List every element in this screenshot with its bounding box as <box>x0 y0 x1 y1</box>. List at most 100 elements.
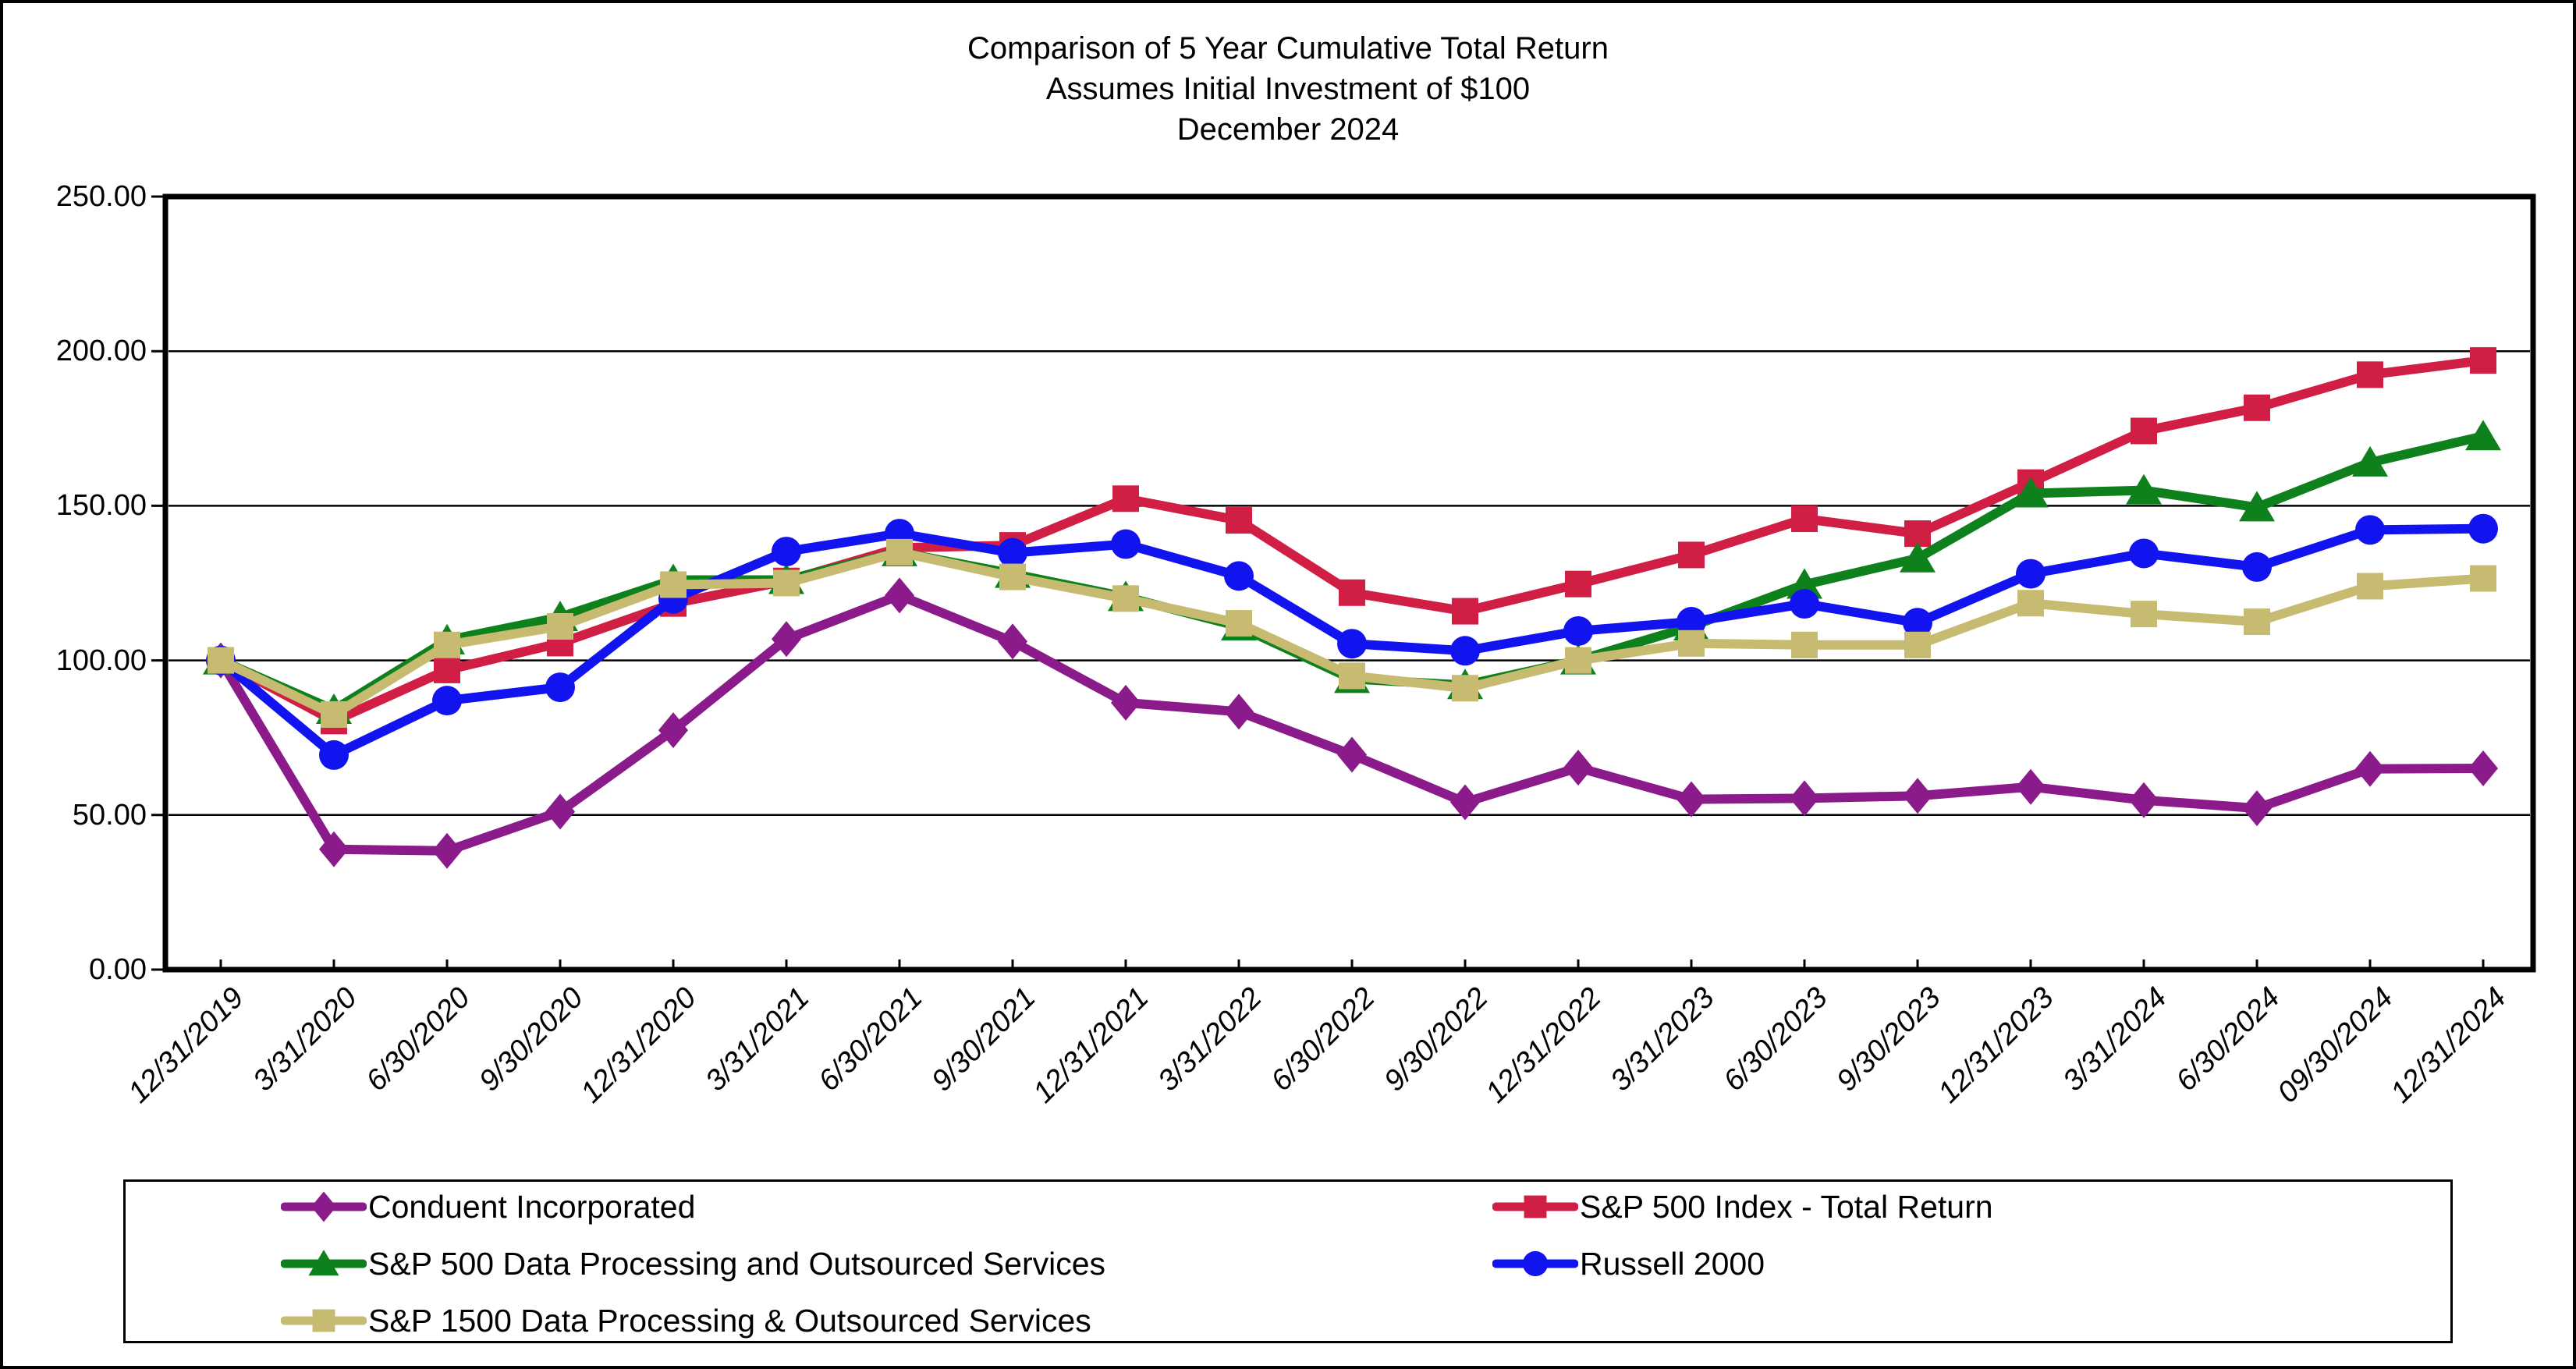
series-marker-s-p-500-index-total-return-20 <box>2470 347 2496 374</box>
series-marker-conduent-incorporated-10 <box>1337 736 1367 773</box>
series-marker-conduent-incorporated-6 <box>885 577 914 614</box>
series-marker-conduent-incorporated-1 <box>319 831 349 867</box>
legend-marker-russell-2000 <box>1492 1250 1578 1277</box>
series-marker-russell-2000-1 <box>319 739 349 770</box>
series-marker-russell-2000-9 <box>1224 561 1254 591</box>
series-marker-s-p-1500-data-processing-outsourced-services-0 <box>208 647 234 674</box>
series-marker-s-p-500-index-total-return-14 <box>1791 505 1818 533</box>
series-marker-s-p-500-index-total-return-10 <box>1339 579 1365 606</box>
series-marker-conduent-incorporated-15 <box>1903 778 1932 814</box>
series-marker-russell-2000-5 <box>772 537 801 567</box>
series-s-p-1500-data-processing-outsourced-services <box>208 538 2496 728</box>
series-marker-conduent-incorporated-5 <box>772 621 801 658</box>
series-marker-s-p-500-index-total-return-13 <box>1678 541 1705 569</box>
chart-title-line2: Assumes Initial Investment of $100 <box>1045 72 1531 106</box>
series-marker-s-p-1500-data-processing-outsourced-services-14 <box>1791 631 1818 658</box>
series-marker-s-p-500-data-processing-and-outsourced-services-14 <box>1787 568 1822 599</box>
series-marker-conduent-incorporated-9 <box>1224 693 1254 730</box>
legend-item-s-p-500-index-total-return: S&P 500 Index - Total Return <box>1492 1183 1993 1230</box>
series-marker-russell-2000-15 <box>1903 608 1932 638</box>
legend-marker-s-p-500-data-processing-and-outsourced-services <box>281 1250 367 1276</box>
series-marker-conduent-incorporated-4 <box>658 712 688 749</box>
series-marker-conduent-incorporated-18 <box>2242 790 2272 827</box>
legend-label-s-p-500-index-total-return: S&P 500 Index - Total Return <box>1580 1188 1993 1225</box>
chart-title-line3: December 2024 <box>1176 112 1400 147</box>
series-marker-s-p-500-data-processing-and-outsourced-services-20 <box>2465 420 2501 451</box>
legend: Conduent Incorporated S&P 500 Index - Tot… <box>123 1179 2453 1343</box>
series-marker-s-p-1500-data-processing-outsourced-services-6 <box>886 538 913 566</box>
series-marker-conduent-incorporated-13 <box>1677 781 1706 817</box>
legend-item-s-p-1500-data-processing-outsourced-services: S&P 1500 Data Processing & Outsourced Se… <box>281 1297 1091 1344</box>
legend-marker-conduent-incorporated <box>281 1191 367 1222</box>
series-marker-s-p-1500-data-processing-outsourced-services-17 <box>2131 601 2157 628</box>
series-marker-s-p-500-data-processing-and-outsourced-services-17 <box>2126 473 2162 505</box>
legend-item-s-p-500-data-processing-and-outsourced-services: S&P 500 Data Processing and Outsourced S… <box>281 1240 1105 1287</box>
series-marker-s-p-1500-data-processing-outsourced-services-11 <box>1452 675 1478 702</box>
series-marker-s-p-1500-data-processing-outsourced-services-13 <box>1678 630 1705 657</box>
y-axis-label-100.00: 100.00 <box>55 644 147 677</box>
series-marker-russell-2000-3 <box>545 672 575 703</box>
series-marker-s-p-1500-data-processing-outsourced-services-12 <box>1565 647 1591 674</box>
y-axis-label-0.00: 0.00 <box>89 953 147 986</box>
series-marker-conduent-incorporated-7 <box>998 623 1027 660</box>
series-marker-s-p-1500-data-processing-outsourced-services-9 <box>1226 610 1252 637</box>
series-marker-s-p-1500-data-processing-outsourced-services-7 <box>999 563 1026 591</box>
series-marker-conduent-incorporated-20 <box>2468 750 2498 786</box>
series-marker-conduent-incorporated-14 <box>1790 780 1819 817</box>
legend-label-russell-2000: Russell 2000 <box>1580 1245 1765 1282</box>
series-marker-russell-2000-10 <box>1337 629 1367 659</box>
y-axis-label-200.00: 200.00 <box>55 335 147 368</box>
series-marker-russell-2000-13 <box>1677 607 1706 637</box>
series-marker-russell-2000-11 <box>1450 636 1480 666</box>
legend-glyph-russell-2000 <box>1522 1250 1549 1277</box>
series-marker-s-p-1500-data-processing-outsourced-services-5 <box>773 569 800 597</box>
series-marker-conduent-incorporated-11 <box>1450 784 1480 821</box>
legend-label-s-p-1500-data-processing-outsourced-services: S&P 1500 Data Processing & Outsourced Se… <box>368 1302 1091 1339</box>
legend-item-russell-2000: Russell 2000 <box>1492 1240 1765 1287</box>
series-marker-s-p-500-index-total-return-11 <box>1452 598 1478 625</box>
legend-glyph-s-p-500-data-processing-and-outsourced-services <box>308 1250 339 1276</box>
series-marker-s-p-500-index-total-return-18 <box>2244 394 2270 421</box>
series-marker-s-p-1500-data-processing-outsourced-services-18 <box>2244 608 2270 636</box>
y-axis-label-150.00: 150.00 <box>55 489 147 523</box>
series-marker-conduent-incorporated-8 <box>1111 684 1141 721</box>
plot-border <box>162 193 2536 973</box>
series-marker-s-p-1500-data-processing-outsourced-services-4 <box>660 571 687 598</box>
series-marker-s-p-500-index-total-return-2 <box>434 656 460 683</box>
series-marker-conduent-incorporated-3 <box>545 793 575 830</box>
series-marker-russell-2000-17 <box>2129 538 2159 569</box>
chart-title-block: Comparison of 5 Year Cumulative Total Re… <box>0 28 2576 150</box>
series-marker-s-p-1500-data-processing-outsourced-services-8 <box>1112 585 1139 612</box>
series-marker-s-p-500-index-total-return-12 <box>1565 570 1591 598</box>
series-marker-s-p-1500-data-processing-outsourced-services-16 <box>2017 590 2044 617</box>
chart-title-line1: Comparison of 5 Year Cumulative Total Re… <box>967 31 1609 66</box>
series-marker-s-p-500-data-processing-and-outsourced-services-18 <box>2239 491 2275 522</box>
series-marker-s-p-1500-data-processing-outsourced-services-20 <box>2470 565 2496 592</box>
legend-glyph-s-p-500-index-total-return <box>1524 1195 1547 1218</box>
series-marker-russell-2000-19 <box>2355 515 2385 545</box>
legend-glyph-conduent-incorporated <box>310 1191 337 1222</box>
series-marker-s-p-500-data-processing-and-outsourced-services-15 <box>1900 541 1936 573</box>
series-marker-s-p-500-data-processing-and-outsourced-services-16 <box>2013 477 2049 508</box>
series-marker-russell-2000-2 <box>432 686 462 716</box>
series-marker-s-p-500-index-total-return-19 <box>2357 361 2383 388</box>
series-marker-russell-2000-14 <box>1790 589 1819 619</box>
series-marker-russell-2000-8 <box>1111 529 1141 559</box>
y-axis-label-250.00: 250.00 <box>55 180 147 213</box>
series-marker-s-p-1500-data-processing-outsourced-services-3 <box>547 612 573 640</box>
legend-item-conduent-incorporated: Conduent Incorporated <box>281 1183 695 1230</box>
legend-label-s-p-500-data-processing-and-outsourced-services: S&P 500 Data Processing and Outsourced S… <box>368 1245 1106 1282</box>
series-marker-s-p-1500-data-processing-outsourced-services-1 <box>321 700 347 728</box>
legend-marker-s-p-1500-data-processing-outsourced-services <box>281 1309 367 1332</box>
series-marker-russell-2000-20 <box>2468 513 2498 544</box>
series-russell-2000 <box>206 513 2498 770</box>
series-marker-conduent-incorporated-19 <box>2355 750 2385 787</box>
series-marker-s-p-500-index-total-return-17 <box>2131 417 2157 445</box>
y-axis-label-50.00: 50.00 <box>72 798 147 832</box>
legend-marker-s-p-500-index-total-return <box>1492 1195 1578 1218</box>
series-marker-russell-2000-12 <box>1563 615 1593 646</box>
series-marker-s-p-500-index-total-return-9 <box>1226 507 1252 534</box>
